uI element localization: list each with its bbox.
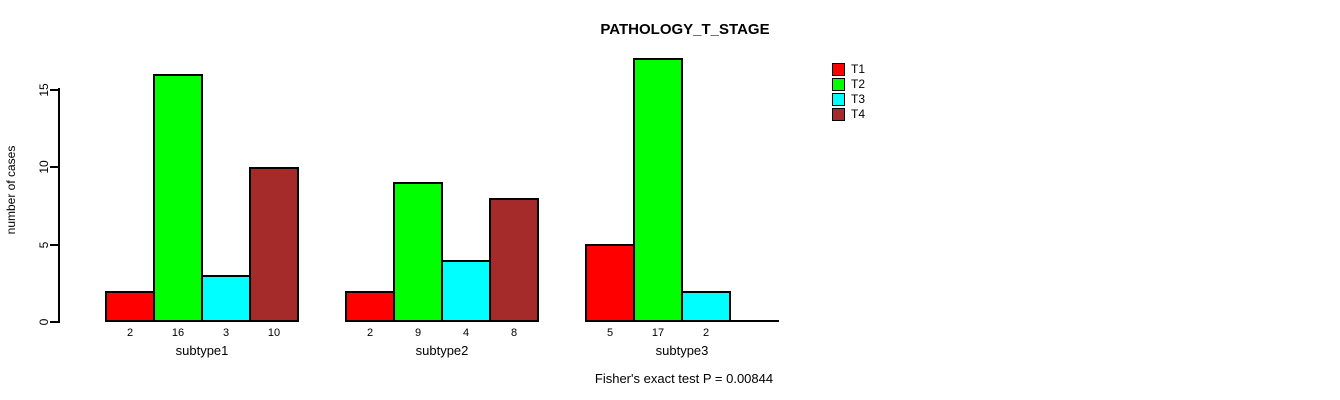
legend-item-T1: T1: [832, 62, 865, 76]
legend: T1 T2 T3 T4: [832, 62, 865, 121]
bar-T1-subtype1: [105, 291, 155, 322]
bar-T2-subtype3: [633, 58, 683, 322]
bar-value-label-T2-subtype1: 16: [171, 327, 185, 339]
bar-T3-subtype1: [201, 275, 251, 322]
bar-value-label-T4-subtype2: 8: [510, 327, 518, 339]
legend-item-T2: T2: [832, 77, 865, 91]
legend-item-T3: T3: [832, 92, 865, 106]
chart-title: PATHOLOGY_T_STAGE: [600, 21, 770, 38]
y-tick-mark: [50, 88, 58, 91]
bar-T4-subtype1: [249, 167, 299, 322]
bar-value-label-T4-subtype1: 10: [267, 327, 281, 339]
bar-value-label-T3-subtype1: 3: [222, 327, 230, 339]
legend-swatch-T4: [832, 107, 845, 121]
group-label-subtype1: subtype1: [175, 343, 229, 358]
y-tick-mark: [50, 243, 58, 246]
bar-value-label-T1-subtype3: 5: [606, 327, 614, 339]
legend-item-T4: T4: [832, 107, 865, 121]
bar-value-label-T1-subtype2: 2: [366, 327, 374, 339]
bar-value-label-T2-subtype2: 9: [414, 327, 422, 339]
bar-T1-subtype3: [585, 244, 635, 322]
legend-label-T2: T2: [851, 77, 866, 91]
bar-T4-subtype2: [489, 198, 539, 322]
bar-value-label-T3-subtype2: 4: [462, 327, 470, 339]
y-tick-mark: [50, 321, 58, 323]
bar-T3-subtype2: [441, 260, 491, 322]
legend-swatch-T3: [832, 92, 845, 106]
bar-T4-subtype3-zero: [729, 320, 779, 322]
bar-value-label-T1-subtype1: 2: [126, 327, 134, 339]
group-label-subtype3: subtype3: [655, 343, 709, 358]
y-axis-line: [58, 88, 60, 323]
legend-swatch-T1: [832, 62, 845, 76]
bar-value-label-T2-subtype3: 17: [651, 327, 665, 339]
group-label-subtype2: subtype2: [415, 343, 469, 358]
y-tick-label-text: 0: [37, 318, 51, 326]
bar-T2-subtype1: [153, 74, 203, 322]
bar-T3-subtype3: [681, 291, 731, 322]
bar-value-label-T3-subtype3: 2: [702, 327, 710, 339]
y-tick-label-text: 15: [37, 82, 51, 97]
y-tick-mark: [50, 166, 58, 168]
y-tick-label-text: 5: [37, 241, 51, 248]
legend-label-T4: T4: [851, 107, 866, 121]
legend-label-T3: T3: [851, 92, 866, 106]
legend-label-T1: T1: [851, 62, 866, 76]
y-tick-label-text: 10: [37, 160, 51, 174]
y-axis-label-text: number of cases: [4, 145, 18, 235]
annotation-text: Fisher's exact test P = 0.00844: [594, 371, 774, 386]
bar-T2-subtype2: [393, 182, 443, 322]
bar-T1-subtype2: [345, 291, 395, 322]
legend-swatch-T2: [832, 77, 845, 91]
